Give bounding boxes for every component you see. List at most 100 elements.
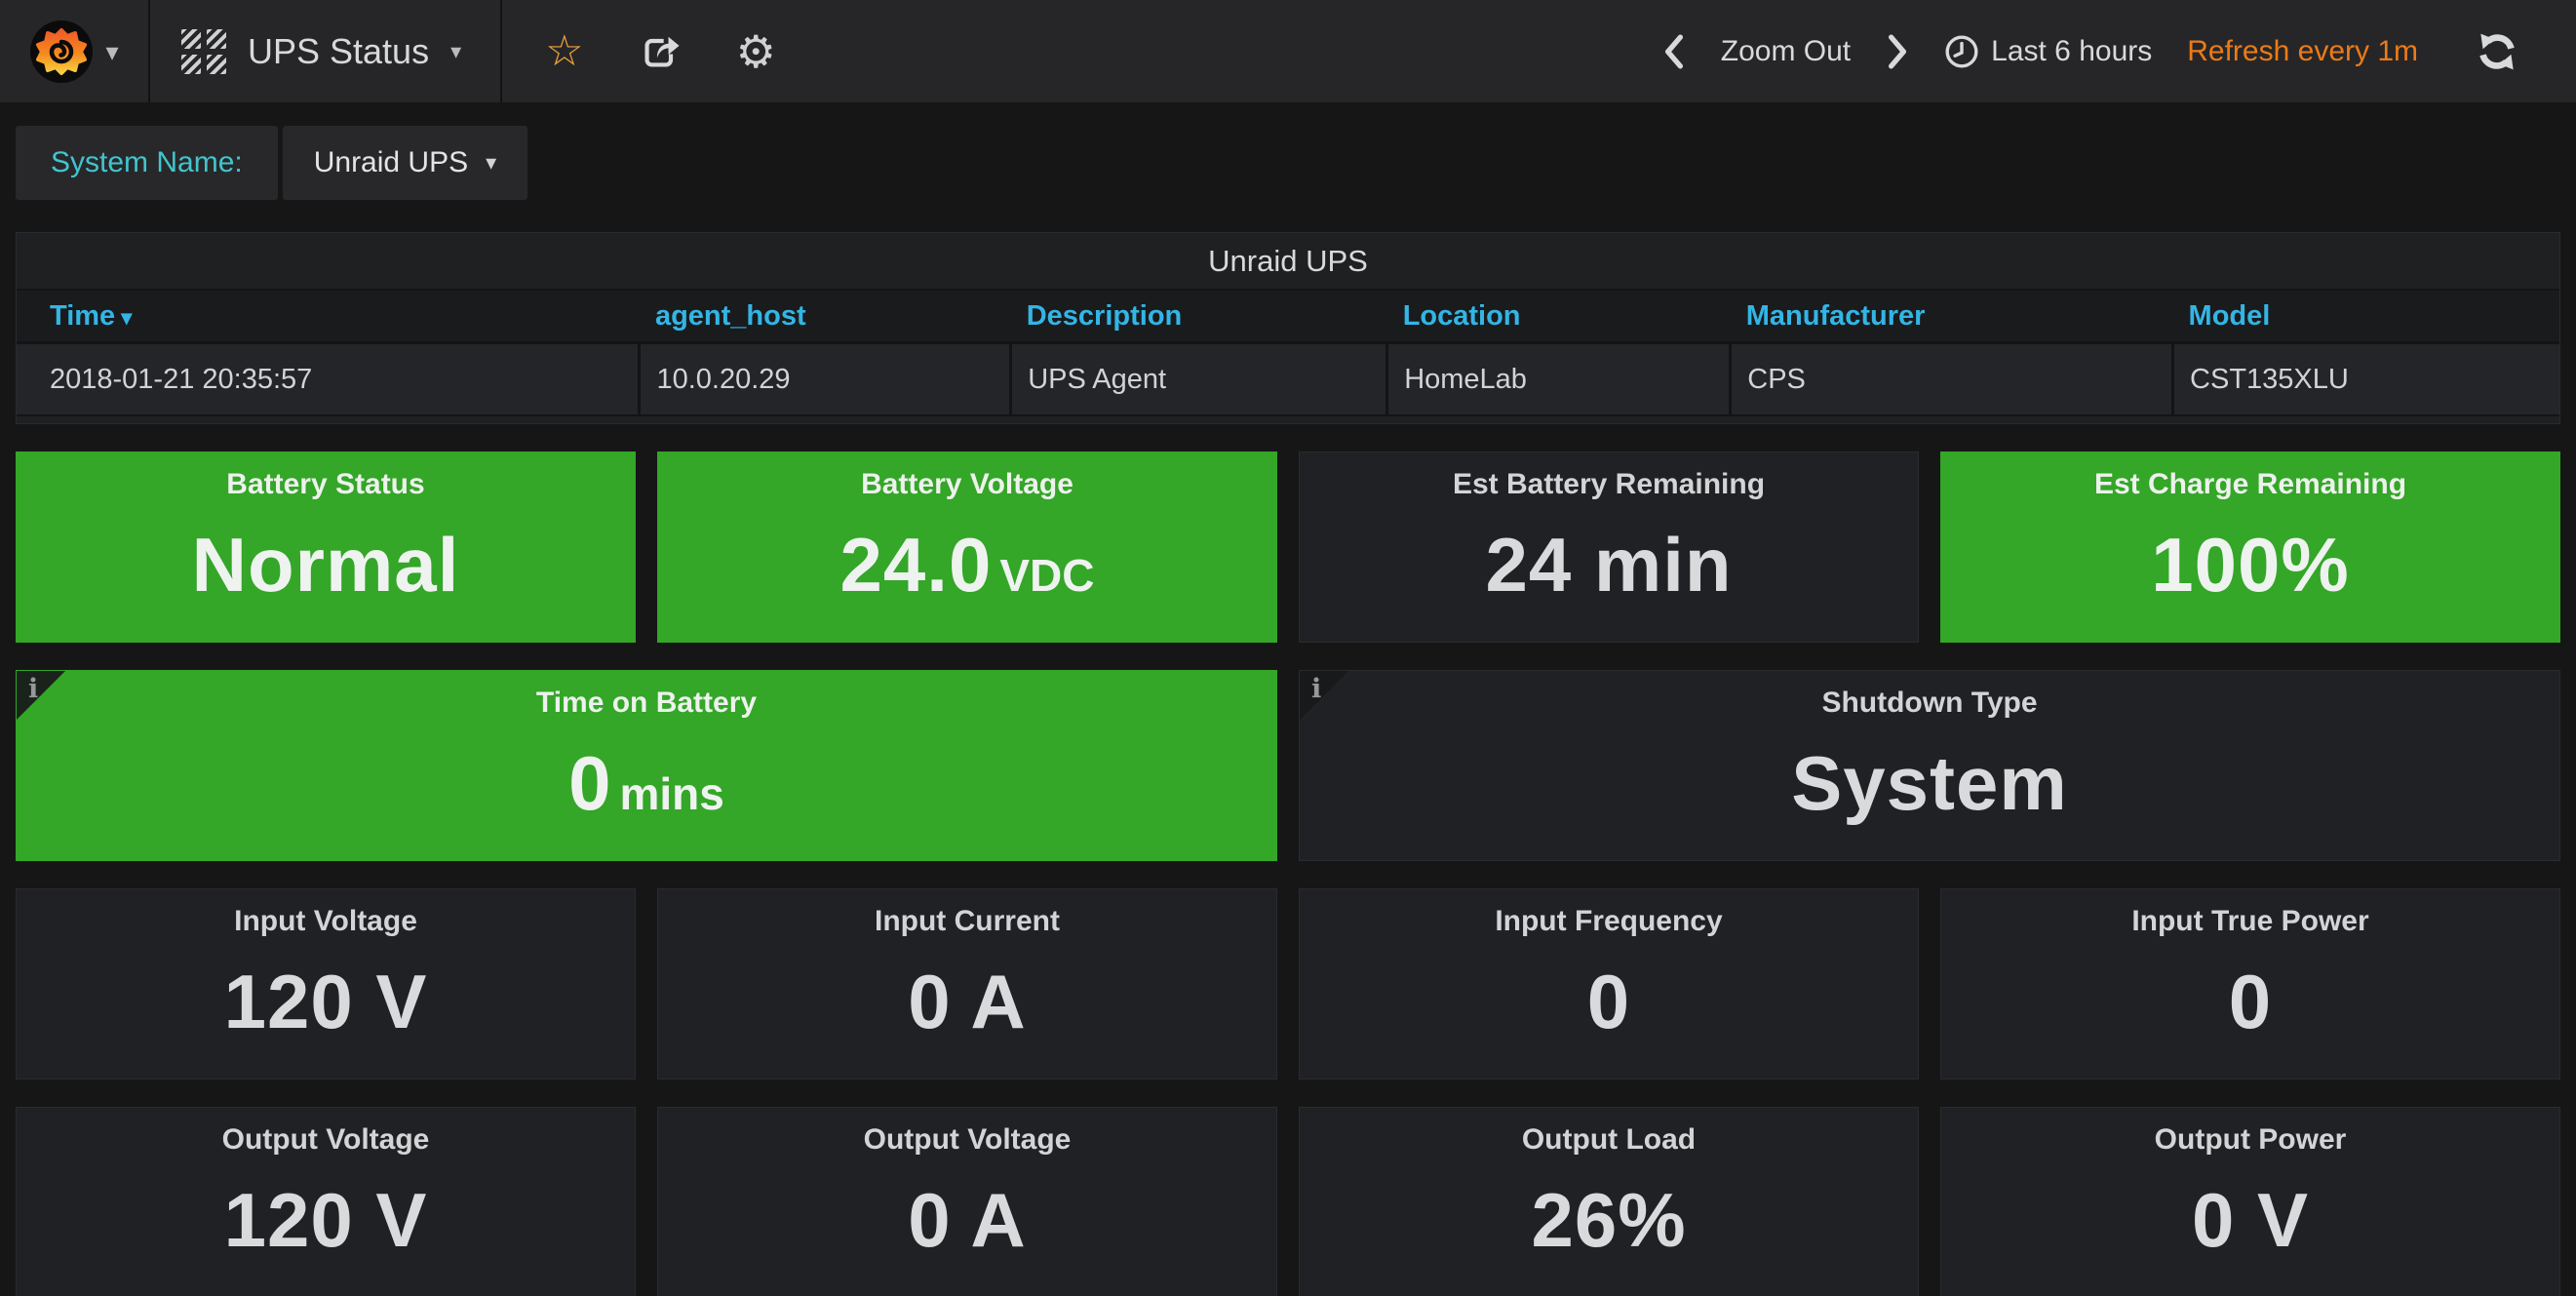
settings-button[interactable]: ⚙ <box>736 29 776 74</box>
stat-value-area: 0 V <box>1941 1157 2559 1296</box>
grafana-logo-icon[interactable] <box>29 20 94 84</box>
table-cell: CPS <box>1729 342 2173 416</box>
favorite-star-button[interactable]: ☆ <box>545 26 584 75</box>
stat-row: Input Voltage 120 V Input Current 0 A Input … <box>16 888 2560 1080</box>
stat-value: 0 <box>2228 958 2273 1044</box>
stat-value-area: 0 <box>1941 938 2559 1079</box>
ups-info-table: Time ▾ agent_host Description Location Manuf… <box>17 289 2559 416</box>
stat-value: 0 A <box>908 1176 1027 1263</box>
chevron-down-icon: ▾ <box>486 150 497 175</box>
time-controls: Zoom Out Last 6 hours Refresh every 1m <box>1662 0 2576 102</box>
table-cell: 2018-01-21 20:35:57 <box>17 342 640 416</box>
time-range-picker[interactable]: Last 6 hours <box>1944 34 2152 69</box>
stat-value: Normal <box>191 521 460 608</box>
refresh-button[interactable] <box>2477 32 2517 71</box>
table-header-description[interactable]: Description <box>1010 289 1387 344</box>
time-shift-back-button[interactable] <box>1662 34 1686 69</box>
stat-panel-title[interactable]: Output Voltage <box>863 1123 1072 1156</box>
stat-panel-title[interactable]: Est Battery Remaining <box>1452 468 1766 500</box>
table-cell: HomeLab <box>1386 342 1731 416</box>
table-cell: 10.0.20.29 <box>638 342 1011 416</box>
stat-value-area: 26% <box>1300 1157 1918 1296</box>
table-panel-title[interactable]: Unraid UPS <box>1208 244 1368 278</box>
chevron-left-icon <box>1664 34 1683 68</box>
stat-panel-time-on-battery: i Time on Battery 0 mins <box>16 670 1277 861</box>
top-navbar: ▾ UPS Status ▾ ☆ ⚙ Zoom Out <box>0 0 2576 102</box>
stat-panel-title[interactable]: Input Frequency <box>1495 905 1723 937</box>
grafana-main-menu[interactable]: ▾ <box>0 0 150 102</box>
stat-panel-title[interactable]: Output Load <box>1521 1123 1697 1156</box>
table-header-time[interactable]: Time ▾ <box>17 289 640 344</box>
stat-value-area: 0 <box>1300 938 1918 1079</box>
stat-panel-title[interactable]: Time on Battery <box>535 687 758 719</box>
stat-panel-output-power: Output Power 0 V <box>1940 1107 2560 1296</box>
stat-panel-output-voltage: Output Voltage 120 V <box>16 1107 636 1296</box>
stat-value-area: System <box>1300 720 2559 860</box>
stat-value-area: 120 V <box>17 938 635 1079</box>
stat-panel-input-current: Input Current 0 A <box>657 888 1277 1080</box>
table-header-manufacturer[interactable]: Manufacturer <box>1730 289 2173 344</box>
stat-value-area: 100% <box>1941 501 2559 642</box>
stat-value: 100% <box>2151 521 2350 608</box>
variable-label: System Name: <box>16 126 278 200</box>
stat-panel-title[interactable]: Input Current <box>875 905 1060 937</box>
table-header-row: Time ▾ agent_host Description Location Manuf… <box>17 289 2559 344</box>
stat-panel-title[interactable]: Est Charge Remaining <box>2093 468 2407 500</box>
table-cell: CST135XLU <box>2171 342 2559 416</box>
time-range-label: Last 6 hours <box>1991 34 2153 67</box>
stat-value-area: Normal <box>17 501 635 642</box>
share-icon <box>644 36 680 67</box>
stat-panel-title[interactable]: Battery Voltage <box>861 468 1073 500</box>
stat-value: 0 <box>1586 958 1631 1044</box>
stat-panel-shutdown-type: i Shutdown Type System <box>1299 670 2560 861</box>
stat-panel-title[interactable]: Output Voltage <box>221 1123 430 1156</box>
stat-rows: Battery Status Normal Battery Voltage 24.0 V… <box>0 452 2576 1296</box>
stat-value: 24.0 <box>839 521 993 608</box>
table-header-agent-host[interactable]: agent_host <box>639 289 1011 344</box>
stat-panel-title[interactable]: Input True Power <box>2131 905 2369 937</box>
table-header-location[interactable]: Location <box>1386 289 1731 344</box>
star-icon: ☆ <box>545 26 584 75</box>
stat-panel-input-voltage: Input Voltage 120 V <box>16 888 636 1080</box>
dashboard-title: UPS Status <box>248 30 430 71</box>
stat-value: 24 min <box>1485 521 1733 608</box>
stat-value-area: 0 A <box>658 1157 1276 1296</box>
chevron-right-icon <box>1889 34 1907 68</box>
stat-value-postfix: VDC <box>999 549 1095 601</box>
stat-panel-output-voltage: Output Voltage 0 A <box>657 1107 1277 1296</box>
stat-value: 0 A <box>908 958 1027 1044</box>
table-cell: UPS Agent <box>1009 342 1387 416</box>
chevron-down-icon: ▾ <box>105 36 119 66</box>
stat-panel-title[interactable]: Input Voltage <box>234 905 417 937</box>
chevron-down-icon: ▾ <box>450 38 462 63</box>
dashboard-picker[interactable]: UPS Status ▾ <box>150 0 503 102</box>
panel-info-corner[interactable] <box>1300 671 1348 720</box>
stat-panel-title[interactable]: Shutdown Type <box>1821 687 2038 719</box>
stat-value: 120 V <box>223 1176 428 1263</box>
gear-icon: ⚙ <box>735 25 776 77</box>
stat-panel-title[interactable]: Battery Status <box>226 468 425 500</box>
time-shift-forward-button[interactable] <box>1886 34 1909 69</box>
variable-value-dropdown[interactable]: Unraid UPS ▾ <box>282 126 528 200</box>
dashboard-submenu: System Name: Unraid UPS ▾ <box>16 126 2560 200</box>
table-row: 2018-01-21 20:35:57 10.0.20.29 UPS Agent Ho… <box>17 342 2559 416</box>
stat-panel-title[interactable]: Output Power <box>2154 1123 2347 1156</box>
stat-panel-input-frequency: Input Frequency 0 <box>1299 888 1919 1080</box>
refresh-interval-picker[interactable]: Refresh every 1m <box>2187 34 2418 67</box>
dashboard-grid-icon <box>181 28 226 74</box>
share-button[interactable] <box>639 30 682 73</box>
template-variable-system-name: System Name: Unraid UPS ▾ <box>16 126 528 200</box>
zoom-out-button[interactable]: Zoom Out <box>1720 34 1852 67</box>
stat-panel-input-true-power: Input True Power 0 <box>1940 888 2560 1080</box>
panel-info-corner[interactable] <box>17 671 65 720</box>
stat-value-area: 24 min <box>1300 501 1918 642</box>
stat-panel-est-battery-remaining: Est Battery Remaining 24 min <box>1299 452 1919 643</box>
table-header-model[interactable]: Model <box>2172 289 2559 344</box>
refresh-icon <box>2479 33 2515 69</box>
stat-panel-output-load: Output Load 26% <box>1299 1107 1919 1296</box>
stat-value-postfix: mins <box>619 767 724 819</box>
table-body: 2018-01-21 20:35:57 10.0.20.29 UPS Agent Ho… <box>17 342 2559 416</box>
stat-panel-battery-voltage: Battery Voltage 24.0 VDC <box>657 452 1277 643</box>
ups-info-table-panel: Unraid UPS Time ▾ agent_host Description Lo… <box>16 232 2560 424</box>
